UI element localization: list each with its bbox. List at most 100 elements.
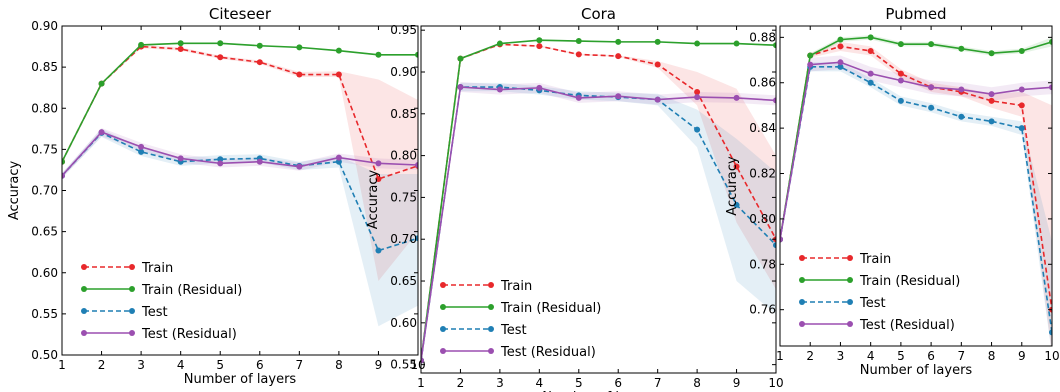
y-tick-label: 0.60 <box>31 266 58 280</box>
data-point <box>217 156 224 163</box>
data-point <box>415 162 418 169</box>
data-point <box>457 84 464 91</box>
series-line-1 <box>780 36 1052 240</box>
data-point <box>867 47 874 54</box>
data-point <box>536 43 543 50</box>
data-point <box>98 80 105 87</box>
x-tick-label: 8 <box>693 376 701 390</box>
data-point <box>958 86 965 93</box>
data-point <box>958 45 965 52</box>
legend-marker <box>129 308 135 314</box>
plot-area <box>421 37 776 364</box>
x-tick-label: 2 <box>806 349 814 363</box>
data-point <box>375 51 382 58</box>
data-point <box>694 126 701 133</box>
data-point <box>988 91 995 98</box>
y-tick-label: 0.60 <box>390 316 417 330</box>
series-line-3 <box>421 86 776 361</box>
plot-area <box>780 34 1052 346</box>
legend-label-1: Train (Residual) <box>859 274 960 289</box>
legend-marker <box>847 299 853 305</box>
plot-area <box>62 40 418 327</box>
data-point <box>496 40 503 47</box>
legend-label-1: Train (Residual) <box>500 301 601 316</box>
legend-label-2: Test <box>500 323 527 338</box>
x-tick-label: 1 <box>776 349 784 363</box>
confidence-band-0 <box>62 44 418 281</box>
y-tick-label: 0.80 <box>31 101 58 115</box>
series-line-2 <box>780 66 1052 333</box>
x-tick-label: 9 <box>375 358 383 372</box>
x-tick-label: 7 <box>654 376 662 390</box>
x-tick-label: 10 <box>768 376 783 390</box>
data-point <box>958 113 965 120</box>
data-point <box>138 143 145 150</box>
legend-marker <box>81 308 87 314</box>
x-tick-label: 10 <box>1044 349 1059 363</box>
data-point <box>897 41 904 48</box>
legend-marker <box>847 255 853 261</box>
x-tick-label: 9 <box>733 376 741 390</box>
data-point <box>1018 86 1025 93</box>
x-tick-label: 4 <box>867 349 875 363</box>
legend-label-2: Test <box>141 305 168 320</box>
axes-frame <box>779 25 1053 347</box>
y-tick-label: 0.75 <box>31 142 58 156</box>
chart-panel-1: 1 2 3 4 5 6 7 8 9 10 0.55 0.60 0.65 0.70 0.75 0.80 0.85 0… <box>366 5 784 392</box>
series-line-2 <box>62 131 418 252</box>
data-point <box>415 235 418 242</box>
data-point <box>837 59 844 66</box>
x-tick-label: 9 <box>1018 349 1026 363</box>
legend-marker <box>81 286 87 292</box>
x-tick-label: 8 <box>988 349 996 363</box>
y-tick-label: 0.90 <box>390 65 417 79</box>
x-tick-label: 3 <box>496 376 504 390</box>
data-point <box>496 86 503 93</box>
y-tick-label: 0.85 <box>390 107 417 121</box>
legend-marker <box>488 304 494 310</box>
data-point <box>1018 47 1025 54</box>
legend-marker <box>129 330 135 336</box>
data-point <box>694 94 701 101</box>
data-point <box>897 77 904 84</box>
axes-frame <box>420 25 777 374</box>
data-point <box>1049 329 1052 336</box>
data-point <box>928 104 935 111</box>
legend-marker <box>81 264 87 270</box>
y-tick-label: 0.84 <box>749 121 776 135</box>
data-point <box>837 36 844 43</box>
x-tick-label: 6 <box>256 358 264 372</box>
y-tick-label: 0.65 <box>31 225 58 239</box>
data-point <box>375 175 382 182</box>
data-point <box>296 163 303 170</box>
y-tick-label: 0.82 <box>749 167 776 181</box>
legend-label-0: Train <box>859 252 891 267</box>
legend-label-0: Train <box>141 261 173 276</box>
x-axis-label: Number of layers <box>860 363 973 378</box>
x-axis-label: Number of layers <box>184 372 297 387</box>
data-point <box>415 51 418 58</box>
data-point <box>897 70 904 77</box>
data-point <box>615 38 622 45</box>
y-tick-label: 0.55 <box>31 307 58 321</box>
legend-marker <box>440 304 446 310</box>
x-axis-label: Number of layers <box>542 390 655 392</box>
x-tick-label: 6 <box>927 349 935 363</box>
data-point <box>457 55 464 62</box>
y-tick-label: 0.85 <box>31 60 58 74</box>
legend-marker <box>799 299 805 305</box>
confidence-band-2 <box>62 128 418 327</box>
chart-panel-2: 1 2 3 4 5 6 7 8 9 10 0.76 0.78 0.80 0.82 0.84 0.86 0.88 P… <box>725 5 1060 378</box>
x-tick-label: 7 <box>958 349 966 363</box>
data-point <box>988 118 995 125</box>
y-tick-label: 0.65 <box>390 274 417 288</box>
legend-label-3: Test (Residual) <box>859 318 955 333</box>
y-axis-label: Accuracy <box>725 156 740 216</box>
data-point <box>138 148 145 155</box>
data-point <box>837 43 844 50</box>
y-tick-label: 0.80 <box>390 149 417 163</box>
data-point <box>654 61 661 68</box>
chart-title: Pubmed <box>885 5 946 23</box>
data-point <box>733 94 740 101</box>
